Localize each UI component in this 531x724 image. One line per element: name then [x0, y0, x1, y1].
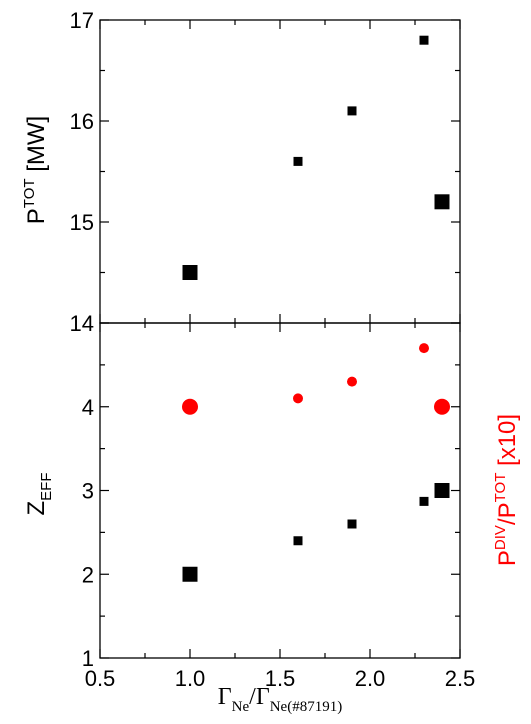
- x-tick-label: 0.5: [85, 666, 116, 691]
- bottom-circle-marker: [347, 376, 357, 387]
- bottom-circle-marker: [434, 398, 450, 415]
- bottom-circle-marker: [419, 343, 429, 354]
- bottom-y-tick-label: 1: [82, 646, 94, 671]
- bottom-plot-frame: [99, 322, 461, 659]
- bottom-square-marker: [293, 536, 303, 546]
- bottom-y-tick-label: 3: [82, 479, 94, 504]
- top-plot-frame: [99, 19, 461, 324]
- top-panel: 14 15 16 17: [70, 8, 461, 336]
- x-tick-label: 2.0: [355, 666, 386, 691]
- top-square-marker: [419, 35, 429, 45]
- bottom-square-marker: [434, 483, 450, 498]
- x-tick-label: 1.0: [175, 666, 206, 691]
- bottom-square-marker: [182, 566, 198, 582]
- top-y-tick-label: 14: [70, 311, 94, 336]
- bottom-square-marker: [419, 496, 429, 506]
- top-y-tick-label: 16: [70, 109, 94, 134]
- top-y-axis-title: PTOT [MW]: [21, 116, 50, 224]
- bottom-y-tick-label: 4: [82, 395, 94, 420]
- top-y-tick-label: 15: [70, 210, 94, 235]
- bottom-y-axis-title: ZEFF: [23, 472, 55, 515]
- bottom-circle-marker: [293, 393, 303, 404]
- top-y-tick-label: 17: [70, 8, 94, 33]
- x-tick-label: 1.5: [265, 666, 296, 691]
- bottom-square-marker: [347, 519, 357, 529]
- bottom-right-axis-title: PDIV/PTOT [x10]: [492, 414, 521, 566]
- x-axis-title: ΓNe/ΓNe(#87191): [218, 684, 342, 715]
- x-tick-label: 2.5: [445, 666, 476, 691]
- bottom-panel: 1 2 3 4 0.5 1.0 1.5 2.0 2.5: [82, 322, 476, 691]
- top-square-marker: [434, 194, 450, 210]
- top-square-marker: [347, 106, 357, 116]
- bottom-y-tick-label: 2: [82, 562, 94, 587]
- top-square-marker: [293, 156, 303, 166]
- top-square-marker: [182, 265, 198, 280]
- bottom-circle-marker: [182, 398, 198, 415]
